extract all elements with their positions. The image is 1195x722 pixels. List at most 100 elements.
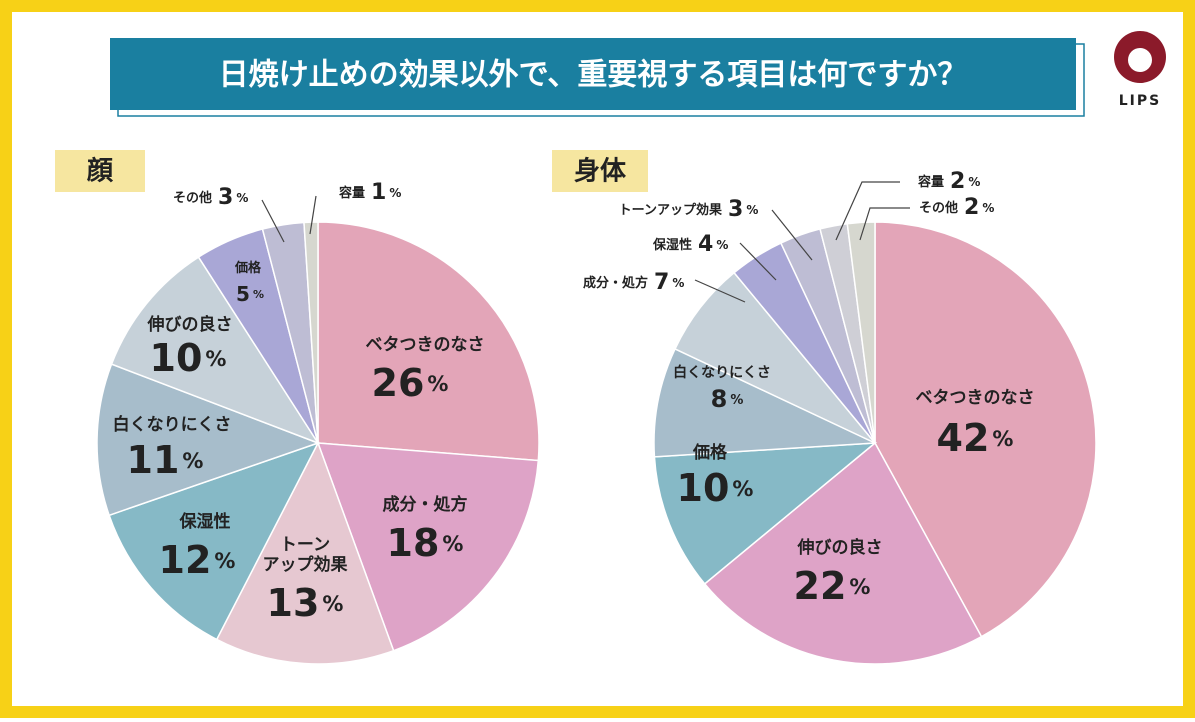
category-label: 伸びの良さ	[797, 537, 883, 558]
value-unit: %	[982, 201, 994, 215]
category-label: ベタつきのなさ	[916, 388, 1035, 408]
banner	[110, 38, 1076, 110]
pie-slice	[874, 221, 1097, 638]
value-label: 10%	[150, 336, 227, 380]
value-number: 7	[654, 270, 669, 295]
label-line: ベタつきのなさ	[916, 388, 1035, 408]
leader-line	[261, 199, 285, 243]
value-number: 3	[728, 197, 743, 222]
label-line: トーン	[280, 535, 330, 555]
value-number: 8	[711, 385, 728, 413]
pie-slice	[703, 441, 983, 665]
pie-slice	[110, 256, 320, 445]
label-line: 保湿性	[179, 511, 231, 532]
value-number: 13	[267, 581, 320, 625]
value-number: 5	[236, 282, 250, 306]
value-label: 7%	[654, 270, 684, 295]
value-number: 3	[218, 185, 233, 210]
label-line: 伸びの良さ	[797, 537, 883, 558]
value-label: 5%	[236, 282, 264, 306]
value-label: 22%	[794, 564, 871, 608]
value-label: 4%	[698, 232, 728, 257]
value-label: 3%	[218, 185, 248, 210]
label-line: その他	[173, 190, 212, 206]
value-unit: %	[389, 186, 401, 200]
value-unit: %	[182, 449, 203, 473]
label-line: 価格	[234, 260, 262, 276]
label-line: その他	[919, 200, 958, 216]
section-tag	[55, 150, 145, 192]
leader-line	[771, 209, 813, 261]
value-unit: %	[214, 549, 235, 573]
section-tag	[552, 150, 648, 192]
value-label: 3%	[728, 197, 758, 222]
logo-mark	[1128, 48, 1152, 72]
leader-line	[835, 181, 900, 241]
label-line: ベタつきのなさ	[366, 335, 485, 355]
value-unit: %	[716, 238, 728, 252]
label-line: 白くなりにくさ	[113, 414, 232, 435]
category-label: ベタつきのなさ	[366, 335, 485, 355]
category-label: 成分・処方	[383, 494, 468, 515]
pie-slice	[846, 221, 876, 444]
value-label: 12%	[159, 538, 236, 582]
category-label: 白くなりにくさ	[113, 414, 232, 435]
category-label: 伸びの良さ	[147, 314, 233, 335]
label-line: 成分・処方	[383, 494, 468, 515]
value-label: 8%	[711, 385, 744, 413]
pie-slice	[215, 441, 395, 665]
value-label: 18%	[387, 521, 464, 565]
category-label: 成分・処方	[583, 275, 648, 291]
value-number: 18	[387, 521, 440, 565]
value-label: 1%	[371, 180, 401, 205]
label-line: 保湿性	[652, 237, 692, 253]
value-unit: %	[992, 427, 1013, 451]
leader-line	[739, 242, 777, 281]
pie-slice	[653, 442, 878, 585]
value-unit: %	[442, 532, 463, 556]
value-label: 26%	[372, 361, 449, 405]
section-title: 顔	[87, 157, 114, 187]
category-label: 価格	[692, 442, 728, 463]
category-label: トーンアップ効果	[619, 202, 722, 218]
category-label: トーンアップ効果	[263, 535, 348, 575]
value-number: 2	[964, 195, 979, 220]
label-line: アップ効果	[263, 554, 348, 575]
value-label: 13%	[267, 581, 344, 625]
value-number: 1	[371, 180, 386, 205]
category-label: 容量	[338, 185, 365, 201]
value-unit: %	[236, 191, 248, 205]
value-label: 10%	[677, 466, 754, 510]
value-unit: %	[672, 276, 684, 290]
pie-slice	[303, 221, 319, 444]
value-number: 2	[950, 169, 965, 194]
value-label: 2%	[964, 195, 994, 220]
value-unit: %	[205, 347, 226, 371]
label-line: トーンアップ効果	[619, 202, 722, 218]
category-label: 保湿性	[179, 511, 231, 532]
value-unit: %	[253, 288, 264, 301]
label-line: 容量	[338, 185, 365, 201]
pie-slice	[653, 347, 876, 458]
category-label: 白くなりにくさ	[673, 364, 771, 381]
value-number: 4	[698, 232, 713, 257]
value-number: 26	[372, 361, 425, 405]
logo-text: LIPS	[1119, 93, 1161, 109]
value-unit: %	[427, 372, 448, 396]
page-title: 日焼け止めの効果以外で、重要視する項目は何ですか？	[219, 58, 968, 93]
value-number: 42	[937, 416, 990, 460]
leader-line	[309, 195, 317, 235]
category-label: 保湿性	[652, 237, 692, 253]
pie-slice	[108, 441, 320, 641]
category-label: その他	[173, 190, 212, 206]
value-label: 11%	[127, 438, 204, 482]
value-number: 12	[159, 538, 212, 582]
value-label: 2%	[950, 169, 980, 194]
value-number: 11	[127, 438, 180, 482]
value-unit: %	[849, 575, 870, 599]
category-label: 容量	[917, 174, 944, 190]
label-line: 伸びの良さ	[147, 314, 233, 335]
leader-line	[694, 279, 746, 303]
label-line: 価格	[692, 442, 728, 463]
